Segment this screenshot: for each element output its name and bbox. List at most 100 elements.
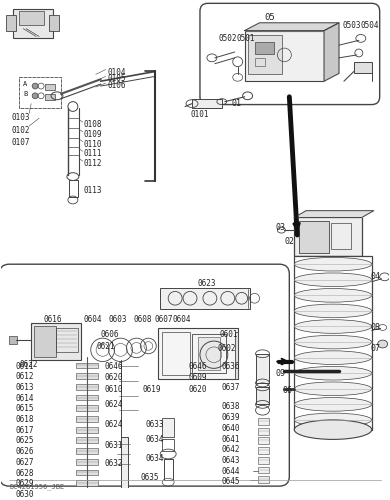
Text: 0646: 0646 bbox=[105, 362, 123, 370]
Bar bbox=[255, 354, 269, 383]
Text: 0630: 0630 bbox=[15, 490, 34, 499]
Ellipse shape bbox=[294, 420, 372, 440]
Bar bbox=[257, 457, 269, 464]
Text: 04: 04 bbox=[371, 272, 381, 281]
Text: 0624: 0624 bbox=[105, 420, 123, 429]
Bar bbox=[162, 332, 190, 375]
Bar bbox=[31, 322, 81, 360]
FancyBboxPatch shape bbox=[0, 264, 289, 486]
Text: 0618: 0618 bbox=[15, 415, 34, 424]
Text: 0626: 0626 bbox=[15, 447, 34, 456]
Bar bbox=[6, 15, 16, 30]
Text: 0637: 0637 bbox=[222, 383, 240, 392]
Text: 0625: 0625 bbox=[15, 436, 34, 446]
Bar bbox=[294, 256, 372, 430]
Ellipse shape bbox=[294, 366, 372, 380]
Polygon shape bbox=[324, 23, 339, 81]
Bar bbox=[257, 447, 269, 454]
Text: 0602: 0602 bbox=[218, 344, 236, 353]
Bar bbox=[257, 476, 269, 483]
Text: 0641: 0641 bbox=[222, 434, 240, 444]
Text: 0616: 0616 bbox=[43, 315, 62, 324]
Bar bbox=[248, 36, 282, 74]
Bar bbox=[76, 362, 98, 368]
Text: 0606: 0606 bbox=[101, 330, 119, 340]
Text: 0111: 0111 bbox=[84, 150, 102, 158]
Text: 0105: 0105 bbox=[108, 74, 126, 84]
Bar bbox=[19, 11, 44, 24]
Bar bbox=[19, 78, 61, 108]
Bar bbox=[76, 406, 98, 411]
Text: 0631: 0631 bbox=[105, 442, 123, 450]
Polygon shape bbox=[294, 210, 374, 218]
Bar bbox=[19, 78, 61, 108]
Bar bbox=[9, 336, 17, 344]
Text: 0106: 0106 bbox=[108, 81, 126, 90]
Text: 0635: 0635 bbox=[140, 474, 159, 482]
Text: 0632: 0632 bbox=[105, 459, 123, 468]
Text: B: B bbox=[23, 91, 27, 97]
Bar bbox=[45, 94, 55, 100]
Bar bbox=[76, 438, 98, 444]
Text: 0604: 0604 bbox=[84, 315, 102, 324]
Ellipse shape bbox=[294, 258, 372, 271]
Text: 0612: 0612 bbox=[15, 372, 34, 381]
Bar bbox=[76, 491, 98, 497]
FancyBboxPatch shape bbox=[200, 4, 380, 104]
Text: 09: 09 bbox=[275, 370, 285, 378]
Bar bbox=[56, 328, 78, 352]
Bar bbox=[76, 373, 98, 379]
Text: 0502: 0502 bbox=[219, 34, 238, 43]
Text: A: A bbox=[23, 81, 27, 87]
Text: 0633: 0633 bbox=[145, 420, 164, 429]
Text: 0619: 0619 bbox=[142, 385, 161, 394]
Text: 0103: 0103 bbox=[11, 114, 30, 122]
Text: DC4281956_JBE: DC4281956_JBE bbox=[9, 483, 65, 490]
Ellipse shape bbox=[32, 83, 38, 89]
Text: 0634: 0634 bbox=[145, 454, 164, 463]
Text: 0107: 0107 bbox=[11, 138, 30, 146]
Text: 0634: 0634 bbox=[145, 434, 164, 444]
Text: 0604: 0604 bbox=[172, 315, 191, 324]
Text: 03: 03 bbox=[275, 224, 285, 232]
Text: 0601: 0601 bbox=[220, 330, 238, 340]
Bar bbox=[257, 438, 269, 444]
Text: 0610: 0610 bbox=[105, 385, 123, 394]
Bar bbox=[245, 30, 324, 81]
Bar bbox=[354, 62, 372, 74]
Bar bbox=[192, 98, 222, 108]
Bar bbox=[255, 58, 264, 66]
Bar bbox=[162, 418, 174, 438]
Bar bbox=[45, 84, 55, 90]
Bar bbox=[76, 394, 98, 400]
Text: 0636: 0636 bbox=[222, 362, 240, 370]
Bar bbox=[162, 440, 174, 451]
Text: 0620: 0620 bbox=[105, 373, 123, 382]
Text: 0622: 0622 bbox=[19, 360, 38, 368]
Text: 06: 06 bbox=[282, 386, 292, 395]
Bar bbox=[76, 459, 98, 464]
Bar bbox=[34, 326, 56, 356]
Text: 0643: 0643 bbox=[222, 456, 240, 465]
Bar bbox=[235, 332, 238, 379]
Bar bbox=[158, 328, 238, 379]
Ellipse shape bbox=[32, 93, 38, 98]
Bar bbox=[69, 180, 78, 197]
Text: 01: 01 bbox=[232, 98, 242, 108]
Bar bbox=[257, 418, 269, 425]
Text: 0109: 0109 bbox=[84, 130, 102, 139]
Bar bbox=[76, 416, 98, 422]
Text: 05: 05 bbox=[264, 13, 275, 22]
Bar bbox=[164, 459, 173, 480]
Bar bbox=[76, 470, 98, 476]
Text: 0614: 0614 bbox=[15, 394, 34, 402]
Text: 0101: 0101 bbox=[190, 110, 209, 120]
Ellipse shape bbox=[294, 304, 372, 318]
Text: 0608: 0608 bbox=[133, 315, 152, 324]
Bar bbox=[294, 218, 362, 256]
Text: 0624: 0624 bbox=[105, 400, 123, 409]
Ellipse shape bbox=[294, 382, 372, 396]
Text: 0646: 0646 bbox=[188, 362, 207, 370]
Text: 0501: 0501 bbox=[237, 34, 255, 43]
Text: 0503: 0503 bbox=[343, 21, 362, 30]
